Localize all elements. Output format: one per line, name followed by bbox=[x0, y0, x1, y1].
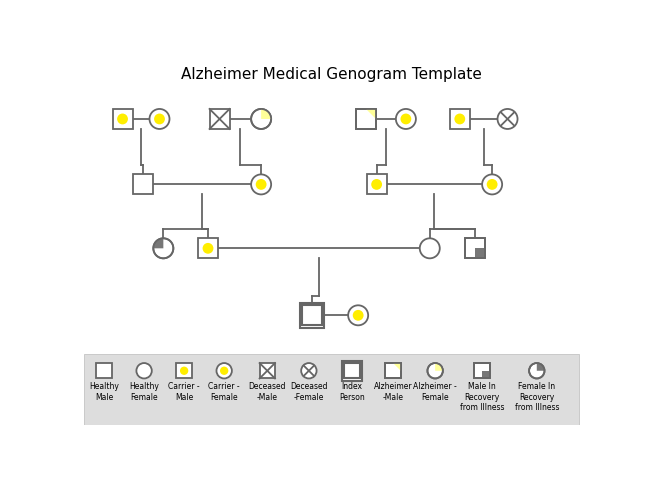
Polygon shape bbox=[261, 109, 271, 119]
Text: Female In
Recovery
from Illness: Female In Recovery from Illness bbox=[514, 382, 559, 412]
Polygon shape bbox=[366, 109, 376, 119]
Text: Healthy
Female: Healthy Female bbox=[129, 382, 159, 402]
Circle shape bbox=[203, 243, 214, 254]
Polygon shape bbox=[153, 239, 163, 248]
Bar bbox=[465, 239, 485, 258]
Bar bbox=[367, 174, 387, 195]
Bar bbox=[482, 371, 490, 379]
Circle shape bbox=[529, 363, 545, 379]
Bar bbox=[474, 363, 490, 379]
Text: Healthy
Male: Healthy Male bbox=[89, 382, 119, 402]
Bar bbox=[450, 109, 470, 129]
Bar bbox=[302, 305, 322, 326]
Text: Index
Person: Index Person bbox=[339, 382, 365, 402]
Circle shape bbox=[348, 305, 368, 326]
Bar bbox=[300, 303, 324, 327]
Circle shape bbox=[396, 109, 416, 129]
Circle shape bbox=[251, 174, 271, 195]
Text: Deceased
-Male: Deceased -Male bbox=[248, 382, 286, 402]
Polygon shape bbox=[393, 363, 400, 371]
Text: Male In
Recovery
from Illness: Male In Recovery from Illness bbox=[460, 382, 505, 412]
Circle shape bbox=[217, 363, 232, 379]
Polygon shape bbox=[537, 363, 545, 371]
Text: Alzheimer
-Male: Alzheimer -Male bbox=[373, 382, 412, 402]
Text: Alzheimer -
Female: Alzheimer - Female bbox=[413, 382, 457, 402]
Circle shape bbox=[301, 363, 316, 379]
Circle shape bbox=[371, 179, 382, 190]
Text: Deceased
-Female: Deceased -Female bbox=[290, 382, 327, 402]
Bar bbox=[475, 248, 485, 258]
Circle shape bbox=[428, 363, 443, 379]
Bar bbox=[474, 363, 490, 379]
Circle shape bbox=[353, 310, 364, 321]
Circle shape bbox=[153, 239, 173, 258]
Circle shape bbox=[180, 367, 188, 375]
Circle shape bbox=[256, 179, 267, 190]
Circle shape bbox=[117, 114, 128, 124]
Polygon shape bbox=[435, 363, 443, 371]
Bar bbox=[96, 363, 112, 379]
Circle shape bbox=[487, 179, 498, 190]
Circle shape bbox=[400, 114, 411, 124]
Bar bbox=[113, 109, 133, 129]
Bar bbox=[344, 363, 360, 379]
Bar bbox=[259, 363, 275, 379]
Circle shape bbox=[149, 109, 170, 129]
Circle shape bbox=[420, 239, 440, 258]
Bar bbox=[198, 239, 218, 258]
Circle shape bbox=[454, 114, 465, 124]
Bar bbox=[210, 109, 230, 129]
Circle shape bbox=[482, 174, 502, 195]
Bar bbox=[84, 354, 579, 425]
Bar bbox=[385, 363, 400, 379]
Bar bbox=[342, 361, 362, 381]
Circle shape bbox=[220, 367, 228, 375]
Circle shape bbox=[498, 109, 518, 129]
Bar bbox=[133, 174, 153, 195]
Text: Carrier -
Female: Carrier - Female bbox=[208, 382, 240, 402]
Bar bbox=[177, 363, 192, 379]
Bar bbox=[356, 109, 376, 129]
Text: Alzheimer Medical Genogram Template: Alzheimer Medical Genogram Template bbox=[181, 67, 481, 82]
Circle shape bbox=[251, 109, 271, 129]
Circle shape bbox=[137, 363, 152, 379]
Text: Carrier -
Male: Carrier - Male bbox=[168, 382, 200, 402]
Bar bbox=[385, 363, 400, 379]
Bar bbox=[356, 109, 376, 129]
Circle shape bbox=[154, 114, 165, 124]
Bar bbox=[465, 239, 485, 258]
